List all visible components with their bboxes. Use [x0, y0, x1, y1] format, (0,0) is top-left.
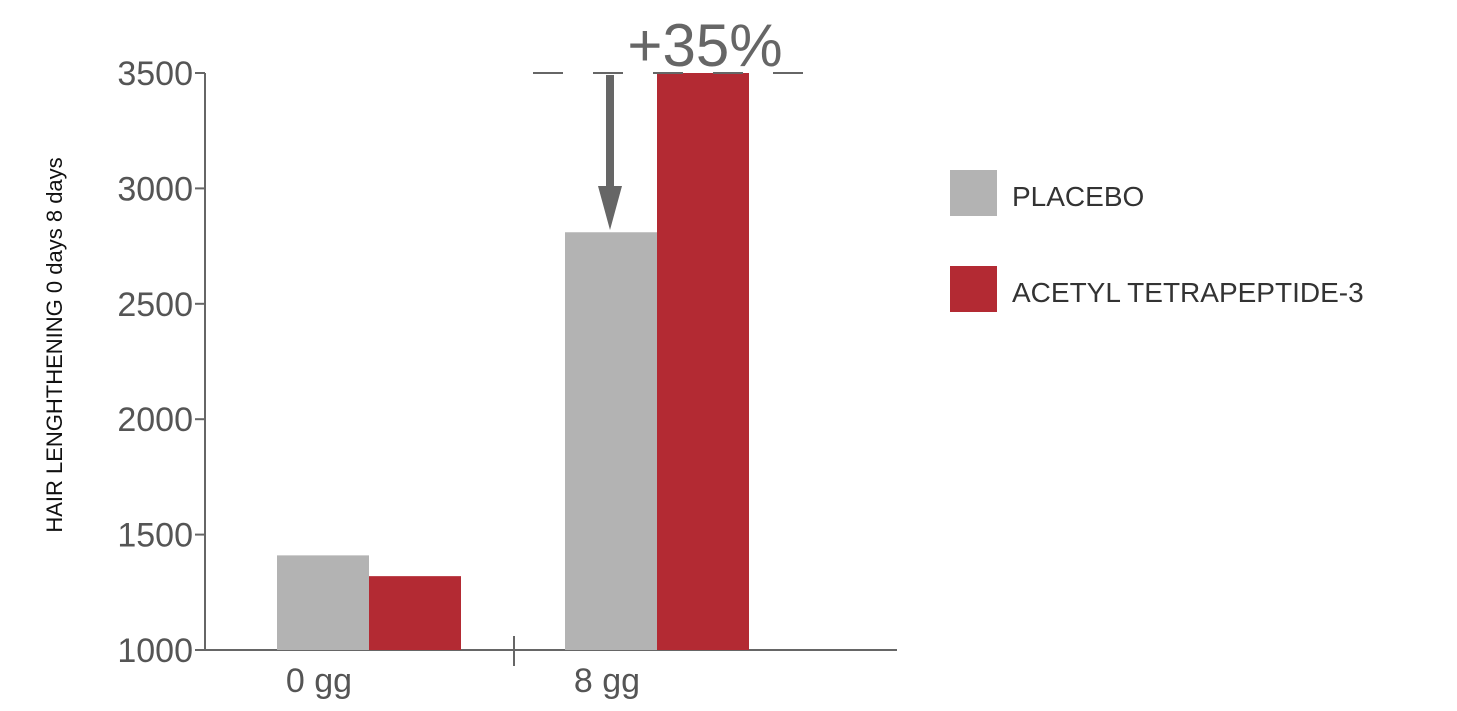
legend: PLACEBO ACETYL TETRAPEPTIDE-3: [950, 170, 1364, 312]
y-tick-label: 1500: [117, 517, 193, 555]
legend-label: ACETYL TETRAPEPTIDE-3: [1012, 277, 1364, 308]
x-axis: 0 gg 8 gg: [205, 636, 897, 700]
annotation-label: +35%: [627, 12, 782, 79]
y-axis-label: HAIR LENGHTHENING 0 days 8 days: [42, 157, 67, 532]
x-tick-label: 8 gg: [574, 662, 640, 700]
bar-acetyl-tetrapeptide-3-0: [369, 576, 461, 650]
y-tick-label: 2500: [117, 286, 193, 324]
y-tick-label: 1000: [117, 632, 193, 670]
legend-swatch: [950, 266, 997, 312]
bar-acetyl-tetrapeptide-3-1: [657, 73, 749, 650]
y-tick-label: 3000: [117, 170, 193, 208]
x-tick-label: 0 gg: [286, 662, 352, 700]
y-tick-label: 2000: [117, 401, 193, 439]
y-axis: 1000 1500 2000 2500 3000 3500: [117, 55, 206, 670]
increase-annotation: +35%: [533, 12, 805, 230]
bars: [277, 73, 749, 650]
bar-placebo-1: [565, 232, 657, 650]
legend-label: PLACEBO: [1012, 181, 1144, 212]
y-tick-label: 3500: [117, 55, 193, 93]
annotation-arrow-head: [598, 186, 622, 230]
legend-swatch: [950, 170, 997, 216]
bar-placebo-0: [277, 555, 369, 650]
